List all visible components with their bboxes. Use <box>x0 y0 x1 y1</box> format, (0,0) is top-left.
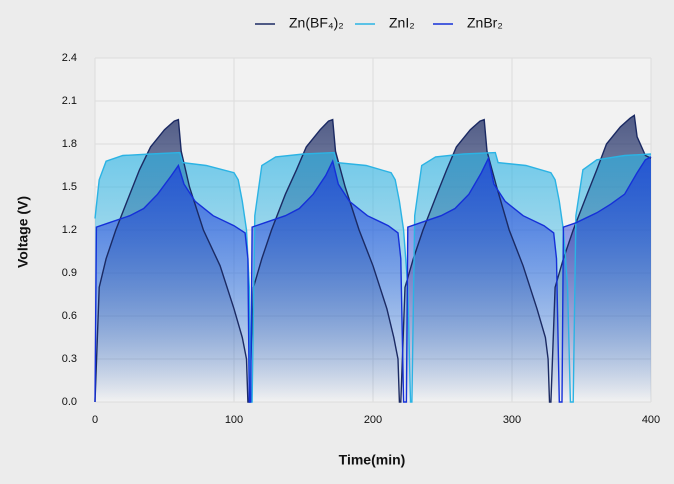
y-tick-label: 0.6 <box>62 310 77 322</box>
y-tick-label: 1.2 <box>62 224 77 236</box>
y-tick-label: 2.1 <box>62 95 77 107</box>
x-tick-label: 100 <box>225 414 243 426</box>
y-tick-label: 1.8 <box>62 138 77 150</box>
y-axis-title: Voltage (V) <box>15 196 31 268</box>
x-tick-label: 300 <box>503 414 521 426</box>
x-tick-label: 200 <box>364 414 382 426</box>
y-tick-label: 2.4 <box>62 52 77 64</box>
x-axis-title: Time(min) <box>339 452 406 468</box>
legend-label: ZnBr₂ <box>467 15 503 31</box>
y-tick-label: 0.0 <box>62 396 77 408</box>
series-line <box>94 151 652 403</box>
x-tick-label: 0 <box>92 414 98 426</box>
x-tick-label: 400 <box>642 414 660 426</box>
series-line <box>94 114 652 403</box>
y-tick-label: 0.9 <box>62 267 77 279</box>
series-line <box>94 156 652 403</box>
legend-label: Zn(BF₄)₂ <box>289 15 344 31</box>
legend-label: ZnI₂ <box>389 15 415 31</box>
series-area <box>95 156 651 402</box>
y-tick-label: 1.5 <box>62 181 77 193</box>
y-tick-label: 0.3 <box>62 353 77 365</box>
